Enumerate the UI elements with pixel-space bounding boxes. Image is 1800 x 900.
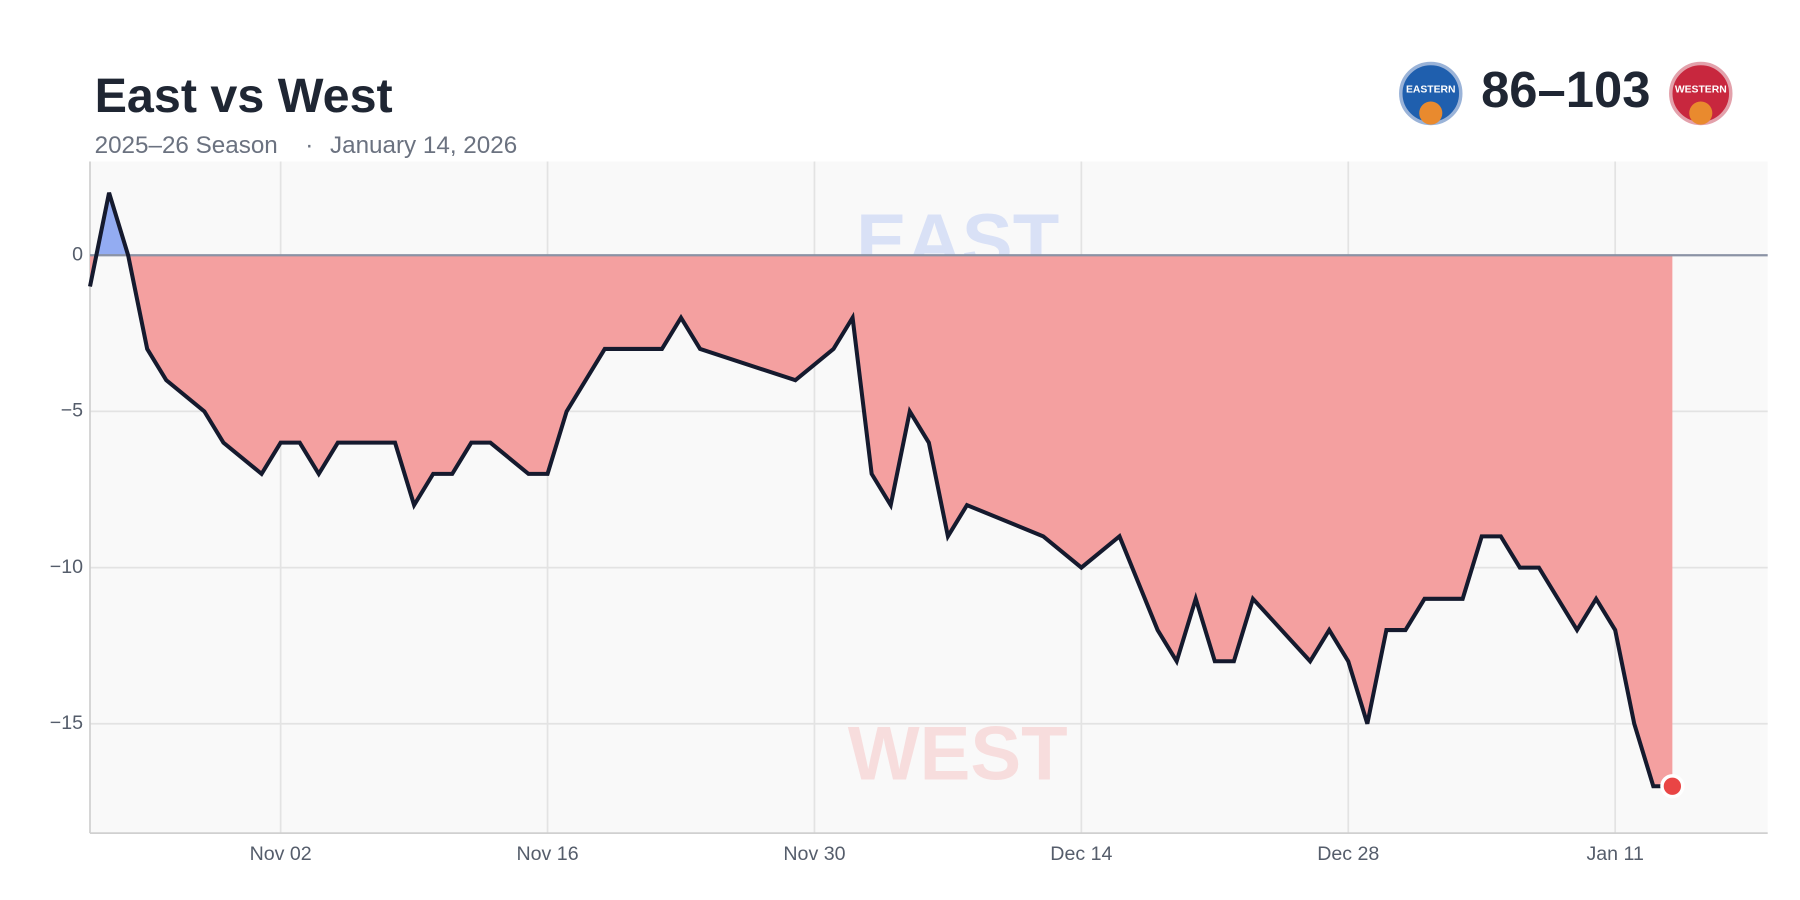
y-tick-label: −15 xyxy=(50,712,83,734)
x-tick-label: Dec 28 xyxy=(1317,843,1379,865)
x-tick-label: Nov 30 xyxy=(783,843,845,865)
y-tick-label: 0 xyxy=(72,243,83,265)
separator: · xyxy=(305,132,313,159)
logo-text: WESTERN xyxy=(1675,85,1727,96)
x-tick-label: Nov 02 xyxy=(250,843,312,865)
y-tick-label: −5 xyxy=(61,400,83,422)
x-tick-label: Nov 16 xyxy=(516,843,578,865)
x-tick-label: Jan 11 xyxy=(1586,843,1643,865)
subtitle: 2025–26 Season xyxy=(95,132,278,159)
differential-line xyxy=(88,192,1673,789)
logo-text: EASTERN xyxy=(1406,85,1456,96)
date: January 14, 2026 xyxy=(330,132,517,159)
score: 86–103 xyxy=(1481,61,1650,118)
logo-ball xyxy=(1689,101,1713,125)
area-negative xyxy=(89,255,1673,787)
west-logo: WESTERN xyxy=(1669,61,1733,126)
end-marker xyxy=(1660,774,1685,799)
watermark-west: WEST xyxy=(848,711,1068,796)
chart-title: East vs West xyxy=(95,69,393,123)
x-tick-label: Dec 14 xyxy=(1050,843,1112,865)
y-tick-label: −10 xyxy=(50,556,83,578)
logo-ball xyxy=(1419,101,1443,125)
east-logo: EASTERN xyxy=(1399,61,1463,126)
